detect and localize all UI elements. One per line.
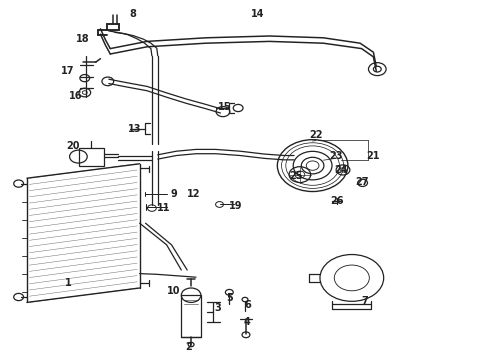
Bar: [181, 295, 201, 337]
Text: 21: 21: [367, 150, 380, 161]
Text: 9: 9: [171, 189, 177, 199]
Text: 10: 10: [167, 286, 181, 296]
Text: 22: 22: [309, 130, 323, 140]
Text: 18: 18: [75, 34, 89, 44]
Text: 3: 3: [215, 303, 221, 313]
Text: 12: 12: [187, 189, 200, 199]
Text: 2: 2: [185, 342, 192, 352]
Text: 17: 17: [61, 66, 74, 76]
Text: 15: 15: [218, 102, 231, 112]
Text: 24: 24: [334, 165, 347, 175]
Text: 20: 20: [66, 141, 79, 151]
Text: 23: 23: [329, 150, 343, 161]
Text: 27: 27: [355, 177, 368, 187]
Text: 16: 16: [69, 91, 83, 102]
Text: 6: 6: [244, 300, 251, 310]
Text: 19: 19: [229, 201, 243, 211]
Text: 14: 14: [250, 9, 264, 19]
Text: 5: 5: [226, 293, 233, 303]
Text: 26: 26: [330, 196, 344, 206]
Text: 11: 11: [157, 203, 171, 213]
Text: 25: 25: [290, 171, 303, 181]
Text: 7: 7: [362, 296, 368, 306]
Text: 13: 13: [128, 124, 142, 134]
Text: 1: 1: [65, 278, 72, 288]
Text: 4: 4: [244, 317, 251, 327]
Text: 8: 8: [130, 9, 137, 19]
Bar: [79, 148, 104, 166]
